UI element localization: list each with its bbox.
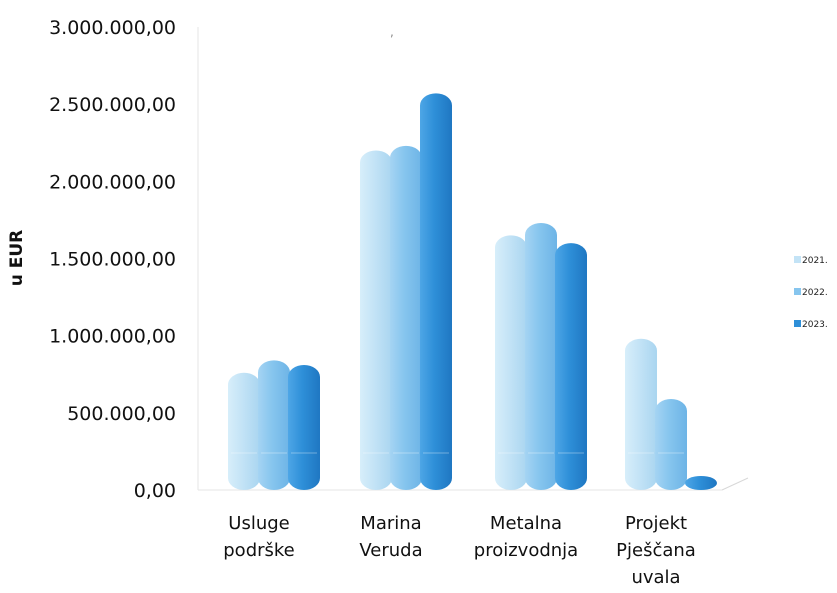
category-label: uvala (631, 567, 680, 588)
category-label: Projekt (625, 513, 687, 534)
legend-swatch (794, 288, 801, 295)
category-label: Usluge (228, 513, 289, 534)
bar-2023-0 (288, 364, 320, 490)
category-label: Metalna (490, 513, 562, 534)
bar-2023-1 (420, 93, 452, 490)
category-label: Veruda (359, 540, 422, 561)
category-label: proizvodnja (474, 540, 578, 561)
legend-label: 2021. (802, 256, 828, 266)
y-tick-label: 1.000.000,00 (49, 326, 176, 348)
category-label: Marina (360, 513, 421, 534)
bar-2021-0 (228, 372, 260, 490)
y-tick-labels: 0,00 500.000,00 1.000.000,00 1.500.000,00 2.… (49, 17, 176, 502)
legend-label: 2023. (802, 320, 828, 330)
y-tick-label: 0,00 (134, 480, 176, 502)
bar-2021-2 (495, 235, 527, 490)
legend: 2021. 2022. 2023. (794, 256, 828, 330)
bar-2022-1 (390, 145, 422, 490)
bar-2023-3 (685, 476, 717, 490)
bar-2022-0 (258, 360, 290, 490)
category-label: Pješčana (616, 540, 696, 561)
legend-swatch (794, 320, 801, 327)
bar-2021-3 (625, 338, 657, 490)
bar-2021-1 (360, 150, 392, 490)
bars (228, 93, 717, 490)
legend-swatch (794, 256, 801, 263)
bar-2022-2 (525, 223, 557, 490)
category-labels: Usluge podrške Marina Veruda Metalna proizvod… (223, 513, 696, 588)
stray-mark: , (390, 25, 394, 39)
y-axis-label: u EUR (7, 230, 27, 287)
bar-2023-2 (555, 243, 587, 490)
y-tick-label: 3.000.000,00 (49, 17, 176, 39)
y-tick-label: 1.500.000,00 (49, 249, 176, 271)
x-axis-depth-line (721, 477, 749, 491)
legend-label: 2022. (802, 288, 828, 298)
category-label: podrške (223, 540, 295, 561)
bar-2022-3 (655, 398, 687, 490)
y-tick-label: 500.000,00 (67, 403, 176, 425)
y-tick-label: 2.000.000,00 (49, 171, 176, 193)
y-tick-label: 2.500.000,00 (49, 94, 176, 116)
